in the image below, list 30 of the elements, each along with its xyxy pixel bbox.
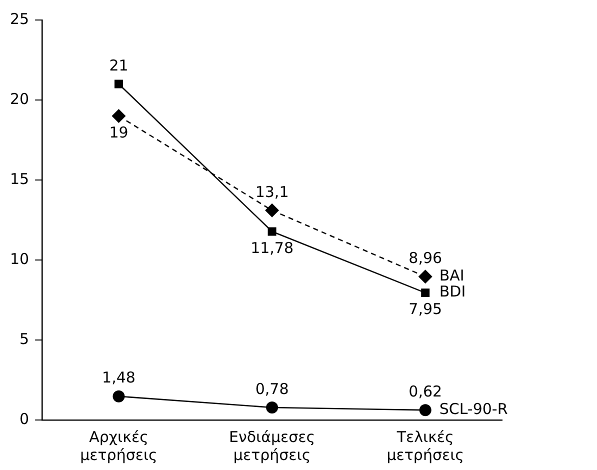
y-tick-label: 25 <box>10 10 30 28</box>
series-label: SCL-90-R <box>439 400 508 418</box>
point <box>114 80 123 88</box>
y-tick-label: 15 <box>10 170 30 188</box>
data-label: 19 <box>109 123 128 142</box>
data-label: 8,96 <box>408 249 442 268</box>
y-tick-label: 5 <box>20 330 30 348</box>
point <box>268 227 276 236</box>
point <box>265 203 280 218</box>
data-label: 0,78 <box>255 380 289 398</box>
data-label: 7,95 <box>408 300 442 318</box>
data-label: 1,48 <box>102 368 136 387</box>
y-tick-label: 20 <box>10 90 30 108</box>
data-label: 21 <box>109 56 128 74</box>
series-label: BAI <box>439 266 464 285</box>
series-label: BDI <box>439 282 466 301</box>
data-label: 13,1 <box>255 182 289 201</box>
point <box>266 402 278 414</box>
data-label: 11,78 <box>250 238 294 257</box>
x-tick-label: Ενδιάμεσες μετρήσεις <box>229 428 316 464</box>
point <box>421 288 430 298</box>
point <box>112 109 126 123</box>
point <box>112 390 125 402</box>
x-tick-label: Τελικές μετρήσεις <box>386 428 464 464</box>
y-tick-label: 0 <box>20 410 30 428</box>
point <box>419 404 432 416</box>
x-tick-label: Αρχικές μετρήσεις <box>80 428 158 464</box>
data-label: 0,62 <box>408 382 442 400</box>
y-tick-label: 10 <box>10 250 30 268</box>
point <box>418 270 432 284</box>
